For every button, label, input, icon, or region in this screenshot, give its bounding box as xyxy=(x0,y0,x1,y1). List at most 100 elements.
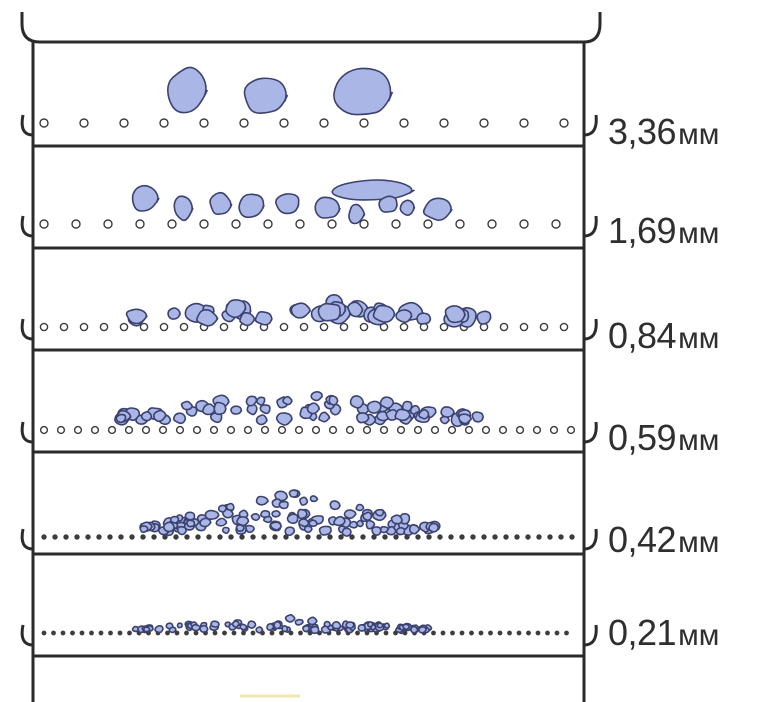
particle xyxy=(255,414,268,426)
particle xyxy=(231,620,240,628)
mesh-hole xyxy=(440,630,446,636)
particle xyxy=(260,509,271,519)
mesh-hole xyxy=(393,534,399,540)
particle xyxy=(172,412,187,425)
sieve-mesh xyxy=(39,219,561,229)
mesh-hole xyxy=(519,219,529,229)
mesh-hole xyxy=(239,534,245,540)
mesh-hole xyxy=(464,425,474,435)
mesh-hole xyxy=(167,219,177,229)
particle xyxy=(383,622,391,629)
mesh-hole xyxy=(305,534,311,540)
mesh-hole xyxy=(299,322,309,332)
particle xyxy=(440,406,456,418)
mesh-hole xyxy=(469,630,474,636)
particle xyxy=(245,395,258,407)
mesh-hole xyxy=(396,425,406,435)
particle xyxy=(271,510,281,518)
mesh-hole xyxy=(470,534,476,540)
mesh-hole xyxy=(316,534,322,540)
particle xyxy=(355,412,370,424)
mesh-hole xyxy=(437,534,443,540)
particle xyxy=(347,301,364,318)
particle xyxy=(180,400,194,411)
mesh-hole xyxy=(85,534,91,540)
mesh-hole xyxy=(222,630,227,636)
particle xyxy=(225,502,235,511)
sieve-frame xyxy=(20,12,602,702)
mesh-hole xyxy=(488,630,493,636)
mesh-hole xyxy=(554,630,560,636)
particle xyxy=(314,196,341,219)
mesh-hole xyxy=(355,630,360,636)
mesh-hole xyxy=(231,219,241,229)
mesh-label-3: 0,84мм xyxy=(608,318,719,354)
mesh-value: 0,21 xyxy=(608,612,677,653)
particle xyxy=(256,396,266,406)
mesh-hole xyxy=(260,425,270,435)
mesh-value: 1,69 xyxy=(608,210,677,251)
mesh-hole xyxy=(539,322,549,332)
mesh-hole xyxy=(199,219,209,229)
mesh-unit: мм xyxy=(678,424,720,457)
mesh-hole xyxy=(90,425,100,435)
mesh-hole xyxy=(107,425,117,435)
particle xyxy=(266,623,275,632)
mesh-hole xyxy=(566,425,576,435)
mesh-hole xyxy=(413,425,423,435)
particle xyxy=(191,623,201,632)
mesh-value: 0,84 xyxy=(608,315,677,356)
rim-hook-left xyxy=(20,421,34,444)
particle xyxy=(376,622,384,629)
particle xyxy=(371,526,382,536)
mesh-hole xyxy=(359,219,369,229)
rim-hook-left xyxy=(20,215,34,238)
mesh-hole xyxy=(151,534,157,540)
mesh-hole xyxy=(179,322,189,332)
particle xyxy=(213,401,227,416)
mesh-hole xyxy=(319,118,329,128)
particle xyxy=(217,504,227,513)
mesh-hole xyxy=(277,425,287,435)
mesh-hole xyxy=(439,322,449,332)
particle xyxy=(284,614,296,623)
mesh-hole xyxy=(519,322,529,332)
mesh-hole xyxy=(63,534,69,540)
mesh-hole xyxy=(141,425,151,435)
mesh-hole xyxy=(516,630,522,636)
particle xyxy=(186,519,196,528)
rim-hook-right xyxy=(583,624,598,647)
particle xyxy=(471,411,484,423)
mesh-hole xyxy=(311,425,321,435)
particle xyxy=(355,503,365,512)
particle xyxy=(410,625,419,634)
particle xyxy=(278,500,289,510)
mesh-hole xyxy=(481,425,491,435)
particle xyxy=(154,624,164,634)
mesh-hole xyxy=(217,534,223,540)
mesh-hole xyxy=(79,322,89,332)
particle xyxy=(374,508,385,517)
particle xyxy=(166,66,209,114)
rim-hook-left xyxy=(20,318,34,341)
particle xyxy=(372,304,396,323)
mesh-hole xyxy=(39,118,49,128)
mesh-hole xyxy=(129,534,135,540)
mesh-hole xyxy=(487,219,497,229)
particle xyxy=(422,197,453,221)
rim-hook-left xyxy=(20,624,34,647)
particle xyxy=(395,309,413,324)
mesh-hole xyxy=(250,534,256,540)
mesh-hole xyxy=(71,219,81,229)
mesh-value: 0,59 xyxy=(608,417,677,458)
particle xyxy=(236,516,250,527)
particle xyxy=(244,524,256,534)
mesh-hole xyxy=(507,630,512,636)
mesh-hole xyxy=(117,630,123,636)
particle xyxy=(328,395,339,406)
mesh-hole xyxy=(108,630,113,636)
particle xyxy=(288,489,299,498)
particle xyxy=(239,623,248,631)
particle xyxy=(395,527,406,536)
mesh-hole xyxy=(545,630,550,636)
